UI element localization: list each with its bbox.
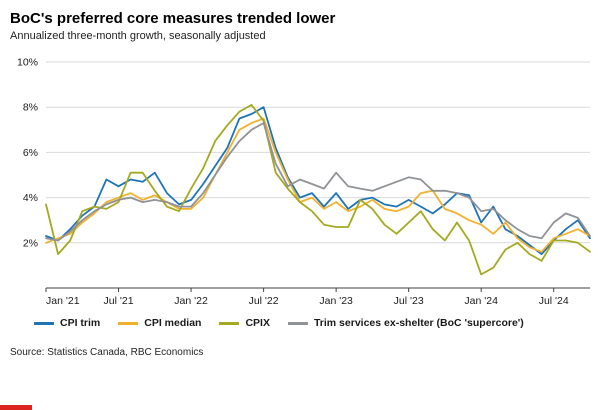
x-axis-tick-label: Jan '22 xyxy=(174,295,208,307)
legend-item-trim-services-ex-shelter-boc-supercore-: Trim services ex-shelter (BoC 'supercore… xyxy=(287,317,524,329)
x-axis-tick-label: Jul '21 xyxy=(104,295,134,307)
x-axis-tick-label: Jul '22 xyxy=(249,295,279,307)
y-axis-tick-label: 2% xyxy=(23,237,38,249)
series-line-cpi-trim xyxy=(45,106,591,256)
plot-area: 2% 4% 6% 8% 10% Jan '21 Jul '21 Jan '22 Jul '22 J… xyxy=(17,57,591,307)
y-axis-tick-label: 4% xyxy=(23,192,38,204)
chart-page: BoC's preferred core measures trended lo… xyxy=(0,10,600,410)
legend-line-marker xyxy=(287,321,308,325)
legend: CPI trim CPI median CPIX Trim services ex-s… xyxy=(34,317,600,329)
chart-title: BoC's preferred core measures trended lo… xyxy=(10,10,336,27)
legend-item-cpi-median: CPI median xyxy=(118,317,201,329)
series-line-cpi-median xyxy=(45,117,591,253)
legend-line-marker xyxy=(34,321,54,325)
chart-subtitle: Annualized three-month growth, seasonall… xyxy=(10,30,266,42)
legend-line-marker xyxy=(118,321,139,325)
series-line-trim-services-ex-shelter-boc-supercore- xyxy=(45,122,591,242)
legend-label: CPI trim xyxy=(60,317,101,329)
x-axis-tick-label: Jan '24 xyxy=(464,295,498,307)
y-axis-tick-label: 8% xyxy=(23,102,38,114)
legend-item-cpi-trim: CPI trim xyxy=(34,317,100,329)
y-axis-tick-label: 6% xyxy=(23,147,38,159)
series-line-cpix xyxy=(45,104,591,276)
legend-label: CPIX xyxy=(245,317,270,329)
legend-label: CPI median xyxy=(144,317,202,329)
legend-label: Trim services ex-shelter (BoC 'supercore… xyxy=(313,317,524,329)
x-axis-tick-label: Jan '21 xyxy=(46,295,80,307)
x-axis-tick-label: Jul '24 xyxy=(539,295,569,307)
y-axis-tick-label: 10% xyxy=(17,57,38,69)
x-axis-tick-label: Jul '23 xyxy=(394,295,424,307)
red-accent-bar xyxy=(0,405,32,410)
legend-line-marker xyxy=(219,321,240,325)
legend-item-cpix: CPIX xyxy=(219,317,270,329)
x-axis-tick-label: Jan '23 xyxy=(319,295,353,307)
source-note: Source: Statistics Canada, RBC Economics xyxy=(10,347,204,358)
